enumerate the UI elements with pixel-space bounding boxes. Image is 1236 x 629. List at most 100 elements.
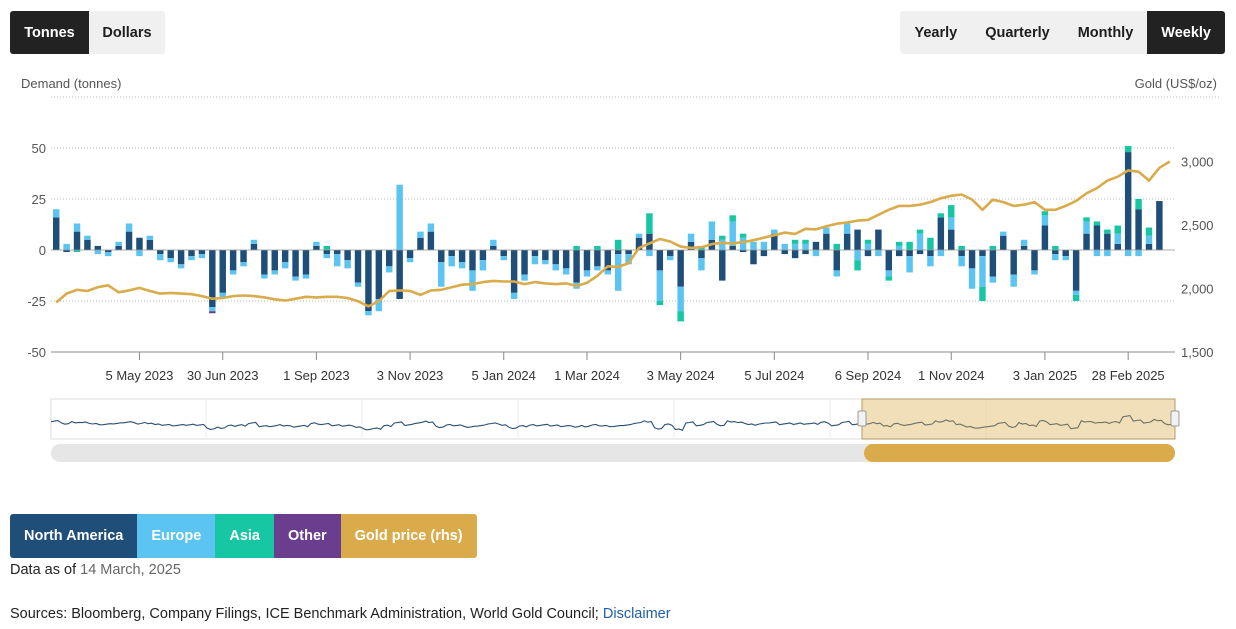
- bar-asia: [1072, 294, 1080, 301]
- bar-north-america: [573, 250, 580, 283]
- bar-europe: [552, 264, 559, 271]
- bar-europe: [1010, 274, 1017, 287]
- yearly-button[interactable]: Yearly: [914, 24, 958, 41]
- bar-north-america: [250, 243, 258, 250]
- legend-gold-price[interactable]: Gold price (rhs): [340, 514, 477, 558]
- quarterly-button[interactable]: Quarterly: [985, 24, 1050, 41]
- bar-asia: [895, 241, 903, 246]
- bar-europe: [302, 274, 310, 279]
- legend-north-america[interactable]: North America: [10, 514, 138, 558]
- legend-asia[interactable]: Asia: [215, 514, 274, 558]
- bar-europe: [188, 256, 195, 261]
- bar-north-america: [646, 233, 653, 250]
- bar-europe: [94, 250, 102, 255]
- units-toggle: Tonnes Dollars: [10, 11, 165, 54]
- bar-europe: [500, 256, 507, 261]
- bar-north-america: [1010, 250, 1017, 275]
- bar-europe: [895, 245, 903, 250]
- bar-north-america: [219, 250, 226, 293]
- bar-north-america: [583, 250, 591, 271]
- bar-europe: [448, 256, 455, 267]
- bar-europe: [1000, 231, 1007, 236]
- bar-north-america: [375, 250, 383, 299]
- bar-europe: [1062, 256, 1069, 261]
- bar-north-america: [157, 250, 164, 255]
- bar-asia: [73, 250, 81, 253]
- bar-north-america: [333, 250, 341, 255]
- bar-europe: [458, 262, 466, 269]
- bar-north-america: [667, 250, 674, 257]
- bar-asia: [323, 245, 331, 250]
- bar-europe: [84, 235, 91, 240]
- monthly-button[interactable]: Monthly: [1077, 24, 1134, 41]
- bar-north-america: [354, 250, 362, 283]
- bar-north-america: [427, 231, 435, 250]
- bar-europe: [625, 254, 632, 265]
- bar-north-america: [146, 239, 154, 250]
- bar-europe: [1020, 239, 1028, 246]
- bar-europe: [240, 262, 247, 267]
- left-axis-title: Demand (tonnes): [21, 76, 122, 91]
- bar-europe: [812, 250, 820, 257]
- bar-asia: [646, 213, 653, 234]
- x-tick-label: 5 Jul 2024: [744, 368, 804, 383]
- tonnes-button[interactable]: Tonnes: [10, 11, 89, 54]
- bar-north-america: [1145, 243, 1153, 250]
- bar-europe: [396, 184, 403, 250]
- bar-europe: [157, 254, 164, 261]
- bar-north-america: [614, 250, 622, 255]
- legend-other[interactable]: Other: [273, 514, 341, 558]
- legend-europe[interactable]: Europe: [137, 514, 216, 558]
- bar-europe: [542, 260, 549, 265]
- navigator-handle[interactable]: [1170, 410, 1180, 427]
- x-tick-label: 28 Feb 2025: [1092, 368, 1165, 383]
- disclaimer-link[interactable]: Disclaimer: [602, 606, 671, 622]
- bar-europe: [313, 241, 320, 246]
- bar-north-america: [979, 250, 986, 257]
- bar-europe: [833, 270, 840, 277]
- navigator[interactable]: [0, 395, 1236, 470]
- bar-europe: [916, 233, 924, 250]
- bar-europe: [271, 270, 278, 275]
- bar-north-america: [1114, 243, 1121, 250]
- y-tick-label: -25: [27, 294, 46, 309]
- axes: -50 -25 0 25 50 1,500 2,000 2,500 3,000 5 May 202…: [27, 141, 1213, 383]
- bar-asia: [979, 286, 986, 301]
- x-tick-label: 5 May 2023: [105, 368, 173, 383]
- bar-europe: [687, 233, 695, 242]
- bar-north-america: [948, 229, 955, 250]
- bar-europe: [958, 256, 965, 267]
- bar-europe: [843, 223, 851, 234]
- bar-north-america: [448, 250, 455, 257]
- bar-north-america: [73, 231, 81, 250]
- navigator-frame: [50, 398, 1176, 440]
- bar-europe: [739, 237, 747, 250]
- dollars-button[interactable]: Dollars: [102, 24, 152, 41]
- bar-north-america: [843, 233, 851, 250]
- bar-europe: [115, 241, 122, 246]
- bar-europe: [791, 243, 799, 250]
- x-tick-label: 6 Sep 2024: [835, 368, 902, 383]
- bar-europe: [677, 286, 684, 312]
- y2-tick-label: 1,500: [1181, 345, 1214, 360]
- bar-north-america: [1020, 245, 1028, 250]
- weekly-button[interactable]: Weekly: [1147, 11, 1225, 54]
- x-tick-label: 1 Mar 2024: [554, 368, 620, 383]
- navigator-selection[interactable]: [861, 398, 1176, 440]
- scrollbar-thumb[interactable]: [864, 444, 1175, 462]
- bar-europe: [167, 258, 174, 263]
- gold-price-line: [55, 160, 1171, 308]
- navigator-handle[interactable]: [857, 410, 867, 427]
- bar-europe: [646, 250, 653, 257]
- bar-asia: [1145, 227, 1153, 236]
- bar-asia: [594, 245, 601, 250]
- bar-europe: [479, 260, 487, 271]
- bar-europe: [1052, 254, 1059, 261]
- x-tick-label: 3 Nov 2023: [377, 368, 444, 383]
- bar-europe: [594, 266, 601, 271]
- bar-europe: [698, 258, 705, 271]
- bar-north-america: [521, 250, 528, 275]
- bar-asia: [719, 235, 726, 240]
- bar-europe: [948, 217, 955, 230]
- bar-europe: [136, 250, 143, 257]
